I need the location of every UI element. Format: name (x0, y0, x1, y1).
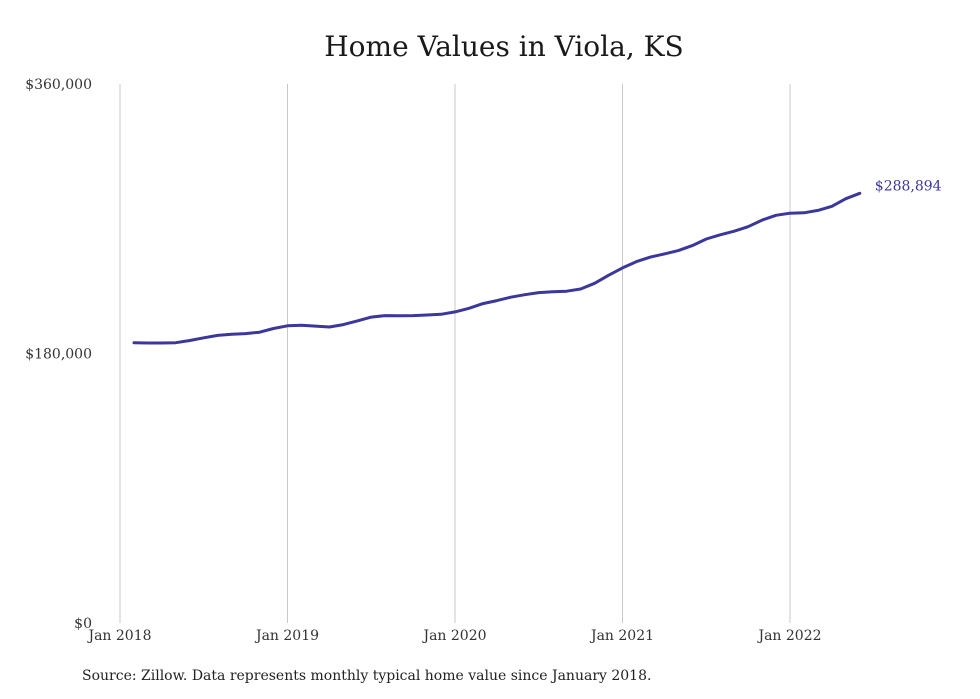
series-line (132, 191, 862, 345)
end-value-label: $288,894 (875, 178, 942, 194)
y-tick-label: $360,000 (25, 77, 92, 93)
gridlines (119, 84, 791, 623)
chart-title: Home Values in Viola, KS (324, 30, 684, 63)
x-tick-label: Jan 2022 (756, 628, 821, 644)
x-axis-ticks: Jan 2018 Jan 2019 Jan 2020 Jan 2021 Jan 2022 (86, 628, 821, 644)
y-tick-label: $180,000 (25, 347, 92, 363)
x-tick-label: Jan 2018 (86, 628, 151, 644)
x-tick-label: Jan 2021 (589, 628, 654, 644)
x-tick-label: Jan 2020 (421, 628, 486, 644)
y-axis-ticks: $0 $180,000 $360,000 (25, 77, 92, 632)
series (132, 191, 862, 345)
source-note: Source: Zillow. Data represents monthly … (82, 668, 652, 684)
x-tick-label: Jan 2019 (254, 628, 319, 644)
y-tick-label: $0 (74, 616, 92, 632)
